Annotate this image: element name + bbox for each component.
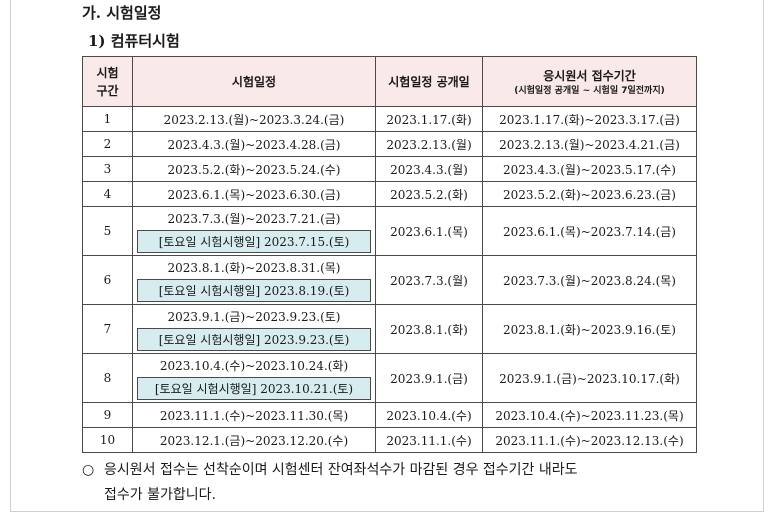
document-frame [10, 0, 764, 512]
bullet-circle-icon: ○ [82, 462, 95, 478]
cell-application-period: 2023.9.1.(금)~2023.10.17.(화) [482, 353, 697, 403]
cell-application-period: 2023.10.4.(수)~2023.11.23.(목) [482, 402, 697, 428]
cell-announce-date: 2023.9.1.(금) [375, 353, 483, 403]
table-row: 5 2023.7.3.(월)~2023.7.21.(금) [토요일 시험시행일] 2… [82, 206, 697, 256]
table-header-row: 시험 구간 시험일정 시험일정 공개일 응시원서 접수기간 (시험일정 공개일 … [82, 56, 697, 107]
header-announce: 시험일정 공개일 [375, 56, 483, 107]
saturday-exam-date: [토요일 시험시행일] 2023.10.21.(토) [137, 377, 371, 400]
section-title: 가. 시험일정 [82, 4, 162, 22]
table-row: 10 2023.12.1.(금)~2023.12.20.(수) 2023.11.1.… [82, 427, 697, 453]
cell-number: 9 [82, 402, 133, 428]
table-row: 6 2023.8.1.(화)~2023.8.31.(목) [토요일 시험시행일] 2… [82, 255, 697, 305]
header-application-note: (시험일정 공개일 ~ 시험일 7일전까지) [514, 85, 665, 96]
table-row: 4 2023.6.1.(목)~2023.6.30.(금) 2023.5.2.(화) 2… [82, 181, 697, 207]
table-row: 7 2023.9.1.(금)~2023.9.23.(토) [토요일 시험시행일] 2… [82, 304, 697, 354]
schedule-period: 2023.7.3.(월)~2023.7.21.(금) [167, 212, 341, 226]
cell-announce-date: 2023.6.1.(목) [375, 206, 483, 256]
cell-number: 7 [82, 304, 133, 354]
cell-schedule: 2023.10.4.(수)~2023.10.24.(화) [토요일 시험시행일] … [132, 353, 376, 403]
footnote-line-2: 접수가 불가합니다. [104, 487, 216, 503]
cell-announce-date: 2023.8.1.(화) [375, 304, 483, 354]
cell-announce-date: 2023.1.17.(화) [375, 106, 483, 132]
cell-application-period: 2023.7.3.(월)~2023.8.24.(목) [482, 255, 697, 305]
cell-application-period: 2023.4.3.(월)~2023.5.17.(수) [482, 156, 697, 182]
saturday-exam-date: [토요일 시험시행일] 2023.9.23.(토) [137, 328, 371, 351]
cell-announce-date: 2023.7.3.(월) [375, 255, 483, 305]
cell-number: 2 [82, 131, 133, 157]
cell-number: 8 [82, 353, 133, 403]
cell-schedule: 2023.6.1.(목)~2023.6.30.(금) [132, 181, 376, 207]
schedule-period: 2023.8.1.(화)~2023.8.31.(목) [167, 261, 341, 275]
cell-schedule: 2023.5.2.(화)~2023.5.24.(수) [132, 156, 376, 182]
cell-number: 4 [82, 181, 133, 207]
header-application: 응시원서 접수기간 (시험일정 공개일 ~ 시험일 7일전까지) [482, 56, 697, 107]
table-row: 9 2023.11.1.(수)~2023.11.30.(목) 2023.10.4.(… [82, 402, 697, 428]
header-schedule: 시험일정 [132, 56, 376, 107]
schedule-period: 2023.10.4.(수)~2023.10.24.(화) [159, 359, 349, 373]
header-application-label: 응시원서 접수기간 [543, 68, 636, 83]
cell-application-period: 2023.5.2.(화)~2023.6.23.(금) [482, 181, 697, 207]
cell-schedule: 2023.9.1.(금)~2023.9.23.(토) [토요일 시험시행일] 20… [132, 304, 376, 354]
cell-announce-date: 2023.5.2.(화) [375, 181, 483, 207]
cell-application-period: 2023.11.1.(수)~2023.12.13.(수) [482, 427, 697, 453]
cell-schedule: 2023.12.1.(금)~2023.12.20.(수) [132, 427, 376, 453]
cell-schedule: 2023.11.1.(수)~2023.11.30.(목) [132, 402, 376, 428]
cell-announce-date: 2023.10.4.(수) [375, 402, 483, 428]
cell-number: 6 [82, 255, 133, 305]
cell-schedule: 2023.2.13.(월)~2023.3.24.(금) [132, 106, 376, 132]
saturday-exam-date: [토요일 시험시행일] 2023.8.19.(토) [137, 279, 371, 302]
cell-schedule: 2023.7.3.(월)~2023.7.21.(금) [토요일 시험시행일] 20… [132, 206, 376, 256]
cell-schedule: 2023.8.1.(화)~2023.8.31.(목) [토요일 시험시행일] 20… [132, 255, 376, 305]
saturday-exam-date: [토요일 시험시행일] 2023.7.15.(토) [137, 230, 371, 253]
cell-application-period: 2023.1.17.(화)~2023.3.17.(금) [482, 106, 697, 132]
exam-schedule-table: 시험 구간 시험일정 시험일정 공개일 응시원서 접수기간 (시험일정 공개일 … [82, 56, 697, 453]
cell-application-period: 2023.6.1.(목)~2023.7.14.(금) [482, 206, 697, 256]
footnote: ○ 응시원서 접수는 선착순이며 시험센터 잔여좌석수가 마감된 경우 접수기간 … [82, 458, 712, 508]
table-row: 1 2023.2.13.(월)~2023.3.24.(금) 2023.1.17.(화… [82, 106, 697, 132]
cell-announce-date: 2023.2.13.(월) [375, 131, 483, 157]
cell-application-period: 2023.2.13.(월)~2023.4.21.(금) [482, 131, 697, 157]
footnote-line-1: 응시원서 접수는 선착순이며 시험센터 잔여좌석수가 마감된 경우 접수기간 내… [104, 462, 578, 478]
cell-schedule: 2023.4.3.(월)~2023.4.28.(금) [132, 131, 376, 157]
table-row: 3 2023.5.2.(화)~2023.5.24.(수) 2023.4.3.(월) 2… [82, 156, 697, 182]
cell-announce-date: 2023.11.1.(수) [375, 427, 483, 453]
cell-number: 1 [82, 106, 133, 132]
cell-application-period: 2023.8.1.(화)~2023.9.16.(토) [482, 304, 697, 354]
cell-announce-date: 2023.4.3.(월) [375, 156, 483, 182]
table-row: 2 2023.4.3.(월)~2023.4.28.(금) 2023.2.13.(월)… [82, 131, 697, 157]
cell-number: 5 [82, 206, 133, 256]
header-category: 시험 구간 [82, 56, 133, 107]
sub-title: 1) 컴퓨터시험 [88, 32, 180, 50]
cell-number: 10 [82, 427, 133, 453]
cell-number: 3 [82, 156, 133, 182]
table-row: 8 2023.10.4.(수)~2023.10.24.(화) [토요일 시험시행일]… [82, 353, 697, 403]
schedule-period: 2023.9.1.(금)~2023.9.23.(토) [167, 310, 341, 324]
